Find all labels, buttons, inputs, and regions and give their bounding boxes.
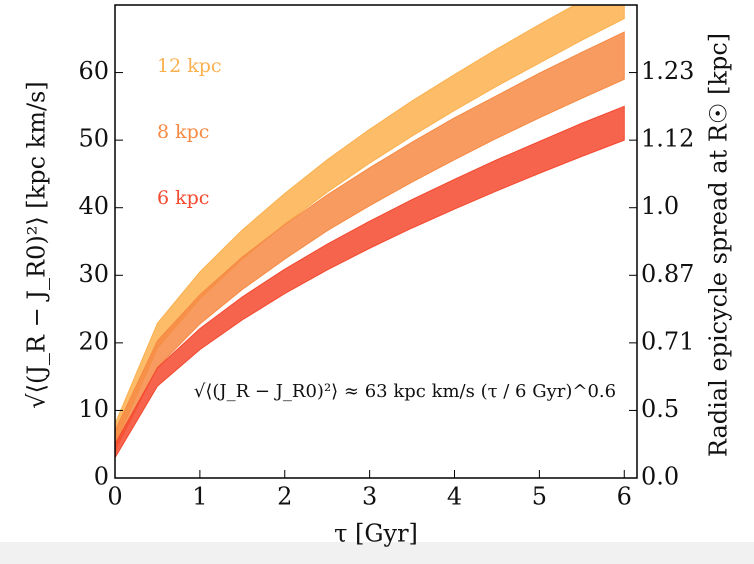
x-tick-label: 4 [447, 483, 462, 511]
x-tick-label: 6 [617, 483, 632, 511]
band [115, 5, 625, 445]
x-tick-label: 0 [107, 483, 122, 511]
y-tick-label: 30 [78, 260, 109, 288]
y-tick-label: 50 [78, 125, 109, 153]
y2-axis-label: Radial epicycle spread at R☉ [kpc] [705, 33, 733, 457]
y-tick-label: 0 [94, 463, 109, 491]
y-axis-label: √⟨(J_R − J_R0)²⟩ [kpc km/s] [23, 81, 51, 408]
band [115, 31, 625, 452]
axes-frame [114, 4, 638, 479]
y2-tick-label: 0.0 [641, 463, 679, 491]
footer-strip [0, 542, 754, 564]
x-tick-label: 5 [532, 483, 547, 511]
annotation: √⟨(J_R − J_R0)²⟩ ≈ 63 kpc km/s (τ / 6 Gy… [194, 381, 616, 402]
y2-tick-label: 0.71 [641, 327, 694, 355]
y-tick-label: 60 [78, 57, 109, 85]
y2-tick-label: 1.23 [641, 57, 694, 85]
y-tick-label: 10 [78, 395, 109, 423]
y2-tick-label: 1.0 [641, 192, 679, 220]
x-tick-label: 3 [362, 483, 377, 511]
legend-label: 8 kpc [157, 121, 209, 143]
plot-area [115, 5, 625, 459]
y2-tick-label: 0.5 [641, 395, 679, 423]
legend-label: 6 kpc [157, 187, 209, 209]
legend-label: 12 kpc [157, 55, 222, 77]
y2-tick-label: 1.12 [641, 125, 694, 153]
y-tick-label: 20 [78, 327, 109, 355]
x-tick-label: 1 [192, 483, 207, 511]
y2-tick-label: 0.87 [641, 260, 694, 288]
y-tick-label: 40 [78, 192, 109, 220]
x-tick-label: 2 [277, 483, 292, 511]
band [115, 105, 625, 459]
x-axis-label: τ [Gyr] [334, 520, 418, 548]
